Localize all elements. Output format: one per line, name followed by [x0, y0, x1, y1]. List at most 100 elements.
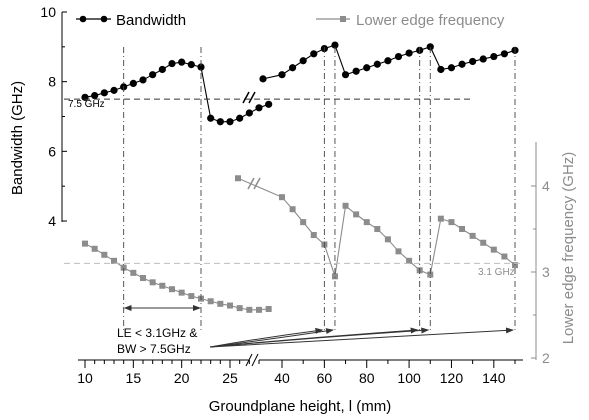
- y-tick-label-right: 4: [542, 178, 550, 194]
- bandwidth-point: [384, 57, 392, 65]
- y-tick-label-left: 4: [48, 213, 56, 229]
- annotation-layer: 7.5 GHz 3.1 GHz LE < 3.1GHz & BW > 7.5GH…: [64, 47, 520, 356]
- lower-edge-point: [289, 206, 296, 213]
- lower-edge-point: [342, 202, 349, 209]
- lower-edge-point: [469, 232, 476, 239]
- bandwidth-point: [405, 49, 413, 57]
- x-axis-break-mark: [251, 353, 259, 367]
- lower-edge-point: [217, 300, 224, 307]
- lower-edge-point: [246, 306, 253, 313]
- lower-edge-point: [310, 232, 317, 239]
- x-tick-label: 140: [482, 370, 506, 386]
- lower-edge-point: [265, 305, 272, 312]
- lower-edge-point: [501, 253, 508, 260]
- bandwidth-point: [373, 60, 381, 68]
- bandwidth-point: [245, 109, 253, 117]
- x-tick-label: 60: [317, 370, 333, 386]
- bandwidth-point: [91, 92, 99, 100]
- bandwidth-point: [458, 60, 466, 68]
- y-tick-label-left: 8: [48, 74, 56, 90]
- lower-edge-point: [236, 305, 243, 312]
- y-axis-title-left: Bandwidth (GHz): [9, 81, 26, 195]
- bandwidth-point: [226, 118, 234, 126]
- lower-edge-point: [395, 248, 402, 255]
- lower-edge-point: [91, 245, 98, 252]
- lower-edge-series-line: [84, 243, 269, 311]
- lower-edge-point: [169, 286, 175, 293]
- lower-edge-point: [120, 264, 127, 271]
- axes-layer: 4 6 8 10 2 3 4 10 15 20 25 40 60 80 100 120 140: [40, 4, 550, 386]
- bandwidth-point: [490, 52, 498, 61]
- legend: Bandwidth Lower edge frequency: [76, 12, 505, 29]
- series-break-mark: [253, 177, 261, 190]
- series-break-mark: [248, 91, 256, 104]
- bandwidth-point: [479, 55, 487, 63]
- lower-edge-point: [101, 251, 108, 258]
- legend-marker-bandwidth: [100, 15, 108, 23]
- lower-edge-point: [490, 246, 497, 253]
- x-tick-label: 20: [174, 370, 190, 386]
- y-axis-title-right: Lower edge frequency (GHz): [560, 152, 577, 345]
- bandwidth-point: [129, 79, 137, 88]
- lower-edge-point: [111, 257, 117, 264]
- bandwidth-point: [500, 50, 509, 58]
- pointer-arrow: [209, 327, 324, 348]
- lower-edge-point: [363, 219, 370, 226]
- x-tick-label: 100: [397, 370, 421, 386]
- bandwidth-point: [331, 41, 339, 49]
- bandwidth-point: [255, 104, 263, 112]
- bandwidth-point: [197, 63, 205, 71]
- bandwidth-point: [187, 60, 195, 69]
- lower-edge-point: [459, 226, 466, 232]
- bandwidth-point: [100, 89, 108, 97]
- bandwidth-point: [216, 118, 224, 126]
- legend-label-bandwidth: Bandwidth: [116, 12, 186, 29]
- bandwidth-point: [363, 64, 371, 72]
- lower-edge-point: [353, 211, 360, 218]
- bandwidth-point: [236, 114, 244, 122]
- bandwidth-point: [168, 59, 176, 68]
- legend-marker-lower-edge: [340, 16, 346, 22]
- lower-edge-point: [512, 262, 518, 269]
- x-tick-label: 10: [77, 370, 93, 386]
- bandwidth-point: [426, 43, 434, 51]
- lower-edge-point: [140, 275, 146, 282]
- bandwidth-point: [394, 52, 403, 61]
- legend-label-lower-edge: Lower edge frequency: [356, 12, 505, 29]
- lower-edge-point: [427, 271, 434, 278]
- bandwidth-point: [352, 67, 360, 75]
- condition-label-line1: LE < 3.1GHz &: [117, 326, 197, 340]
- lower-edge-point: [207, 298, 214, 305]
- x-tick-label: 120: [440, 370, 464, 386]
- bandwidth-point: [288, 64, 297, 72]
- series-break-mark: [242, 91, 250, 104]
- bandwidth-point: [207, 114, 215, 122]
- x-tick-label: 15: [126, 370, 142, 386]
- x-tick-label: 25: [222, 370, 238, 386]
- legend-marker-bandwidth: [79, 15, 87, 23]
- bandwidth-point: [178, 58, 186, 66]
- lower-edge-point: [384, 236, 391, 243]
- lower-edge-point: [279, 194, 285, 201]
- bw-threshold-label: 7.5 GHz: [68, 99, 105, 110]
- lower-edge-point: [159, 282, 166, 289]
- y-tick-label-right: 2: [542, 350, 550, 366]
- lower-edge-point: [149, 279, 156, 286]
- lower-edge-point: [188, 293, 195, 300]
- series-break-mark: [247, 177, 255, 190]
- bandwidth-point: [299, 57, 307, 65]
- lower-edge-point: [178, 289, 185, 296]
- y-tick-label-left: 6: [48, 143, 56, 159]
- x-tick-label: 40: [274, 370, 290, 386]
- lower-edge-point: [480, 239, 487, 246]
- bandwidth-point: [265, 100, 273, 108]
- bandwidth-point: [158, 65, 166, 74]
- lower-edge-point: [448, 219, 455, 226]
- bandwidth-point: [149, 71, 157, 79]
- x-axis-title: Groundplane height, l (mm): [209, 398, 392, 415]
- y-tick-label-right: 3: [542, 264, 550, 280]
- condition-label-line2: BW > 7.5GHz: [117, 342, 191, 356]
- lower-edge-point: [82, 240, 88, 247]
- lower-edge-point: [256, 306, 262, 313]
- lower-edge-point: [437, 215, 444, 222]
